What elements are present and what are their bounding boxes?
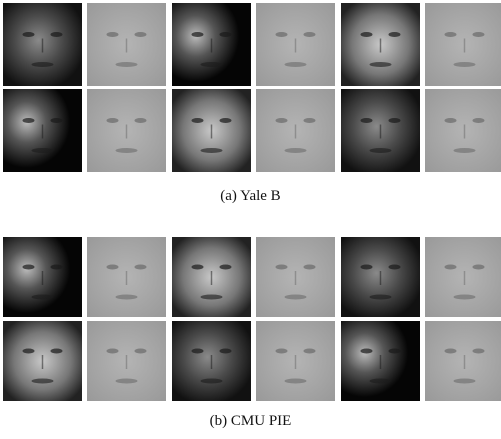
mouth <box>454 379 476 384</box>
mouth <box>370 148 392 153</box>
eye <box>192 32 204 37</box>
eye <box>304 349 316 354</box>
eye <box>445 32 457 37</box>
eye <box>23 349 35 354</box>
mouth <box>32 62 54 67</box>
mouth <box>116 379 138 384</box>
mouth <box>201 148 223 153</box>
eye <box>389 32 401 37</box>
eye <box>220 349 232 354</box>
reflectance-image <box>425 237 501 317</box>
eye <box>473 32 485 37</box>
eye <box>51 32 63 37</box>
eye <box>220 118 232 123</box>
mouth <box>32 148 54 153</box>
eye <box>51 265 63 270</box>
reflectance-image <box>425 3 501 86</box>
mouth <box>454 148 476 153</box>
eye <box>107 118 119 123</box>
eye <box>23 32 35 37</box>
figure-page: {"figures": [{"caption": "(a) Yale B"}, … <box>0 0 501 439</box>
eye <box>473 349 485 354</box>
eye <box>361 265 373 270</box>
eye <box>361 32 373 37</box>
eye <box>361 118 373 123</box>
eye <box>135 265 147 270</box>
eye <box>192 349 204 354</box>
eye <box>304 265 316 270</box>
mouth <box>370 62 392 67</box>
eye <box>51 349 63 354</box>
eye <box>192 265 204 270</box>
mouth <box>285 62 307 67</box>
mouth <box>32 379 54 384</box>
eye <box>107 32 119 37</box>
eye <box>220 32 232 37</box>
eye <box>445 118 457 123</box>
caption: (b) CMU PIE <box>0 413 501 430</box>
mouth <box>285 148 307 153</box>
eye <box>276 349 288 354</box>
eye <box>276 32 288 37</box>
mouth <box>116 62 138 67</box>
mouth <box>370 379 392 384</box>
mouth <box>201 295 223 300</box>
eye <box>445 349 457 354</box>
mouth <box>116 148 138 153</box>
mouth <box>201 62 223 67</box>
eye <box>304 118 316 123</box>
mouth <box>32 295 54 300</box>
eye <box>51 118 63 123</box>
eye <box>389 265 401 270</box>
eye <box>276 265 288 270</box>
eye <box>220 265 232 270</box>
mouth <box>454 295 476 300</box>
mouth <box>370 295 392 300</box>
eye <box>389 118 401 123</box>
eye <box>473 118 485 123</box>
eye <box>135 32 147 37</box>
eye <box>107 349 119 354</box>
eye <box>389 349 401 354</box>
mouth <box>116 295 138 300</box>
caption: (a) Yale B <box>0 188 501 205</box>
reflectance-image <box>425 89 501 172</box>
eye <box>23 118 35 123</box>
mouth <box>285 295 307 300</box>
eye <box>135 349 147 354</box>
mouth <box>201 379 223 384</box>
image-grids <box>0 0 501 439</box>
eye <box>276 118 288 123</box>
eye <box>445 265 457 270</box>
mouth <box>454 62 476 67</box>
eye <box>192 118 204 123</box>
reflectance-image <box>425 321 501 401</box>
eye <box>361 349 373 354</box>
eye <box>135 118 147 123</box>
eye <box>23 265 35 270</box>
eye <box>107 265 119 270</box>
eye <box>304 32 316 37</box>
mouth <box>285 379 307 384</box>
eye <box>473 265 485 270</box>
